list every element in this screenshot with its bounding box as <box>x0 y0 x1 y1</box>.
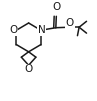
Text: O: O <box>9 25 18 35</box>
Text: O: O <box>66 18 74 28</box>
Text: N: N <box>38 25 46 35</box>
Text: O: O <box>52 2 60 12</box>
Text: O: O <box>24 64 33 74</box>
